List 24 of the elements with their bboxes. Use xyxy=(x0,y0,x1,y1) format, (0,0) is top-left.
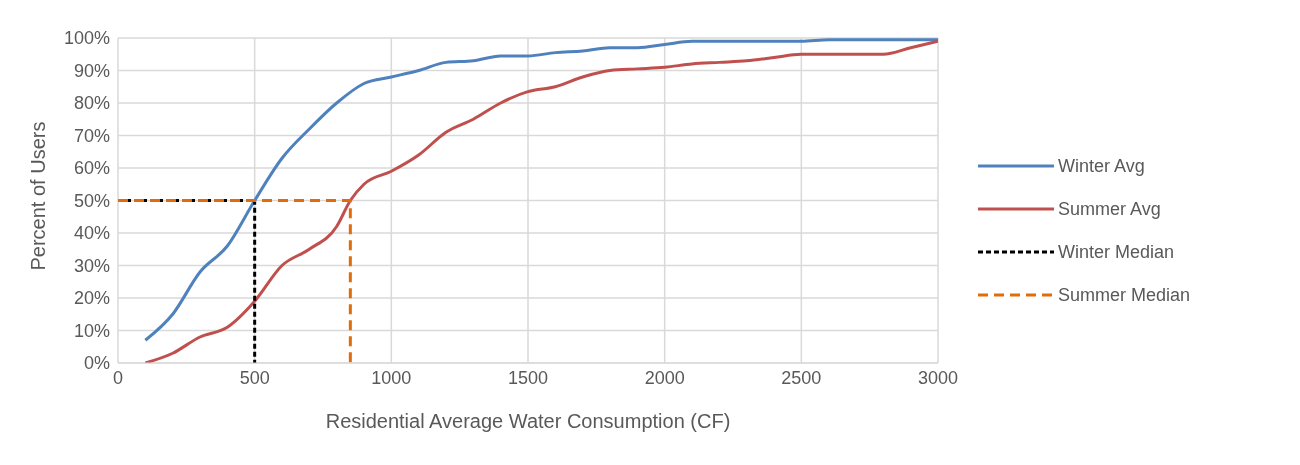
y-axis-title: Percent of Users xyxy=(27,121,50,271)
y-tick-label: 80% xyxy=(73,93,110,114)
x-axis-title: Residential Average Water Consumption (CF) xyxy=(325,410,731,432)
y-tick-label: 70% xyxy=(73,125,110,146)
y-tick-label: 40% xyxy=(73,223,110,244)
x-tick-label: 500 xyxy=(239,367,270,388)
y-tick-label: 50% xyxy=(73,190,110,211)
y-tick-label: 0% xyxy=(83,353,110,374)
legend-label: Summer Avg xyxy=(1058,198,1161,220)
y-tick-label: 90% xyxy=(73,60,110,81)
y-tick-label: 30% xyxy=(73,255,110,276)
y-tick-label: 20% xyxy=(73,288,110,309)
y-tick-label: 10% xyxy=(73,320,110,341)
legend-label: Winter Avg xyxy=(1058,155,1145,177)
legend-label: Winter Median xyxy=(1058,241,1175,263)
x-tick-label: 1000 xyxy=(371,367,412,388)
y-tick-label: 100% xyxy=(63,28,110,49)
legend-label: Summer Median xyxy=(1058,284,1191,306)
x-tick-label: 2000 xyxy=(644,367,685,388)
x-tick-label: 1500 xyxy=(507,367,549,388)
x-tick-label: 0 xyxy=(112,367,124,388)
x-tick-label: 3000 xyxy=(917,367,959,388)
y-tick-label: 60% xyxy=(73,158,110,179)
x-tick-label: 2500 xyxy=(781,367,822,388)
